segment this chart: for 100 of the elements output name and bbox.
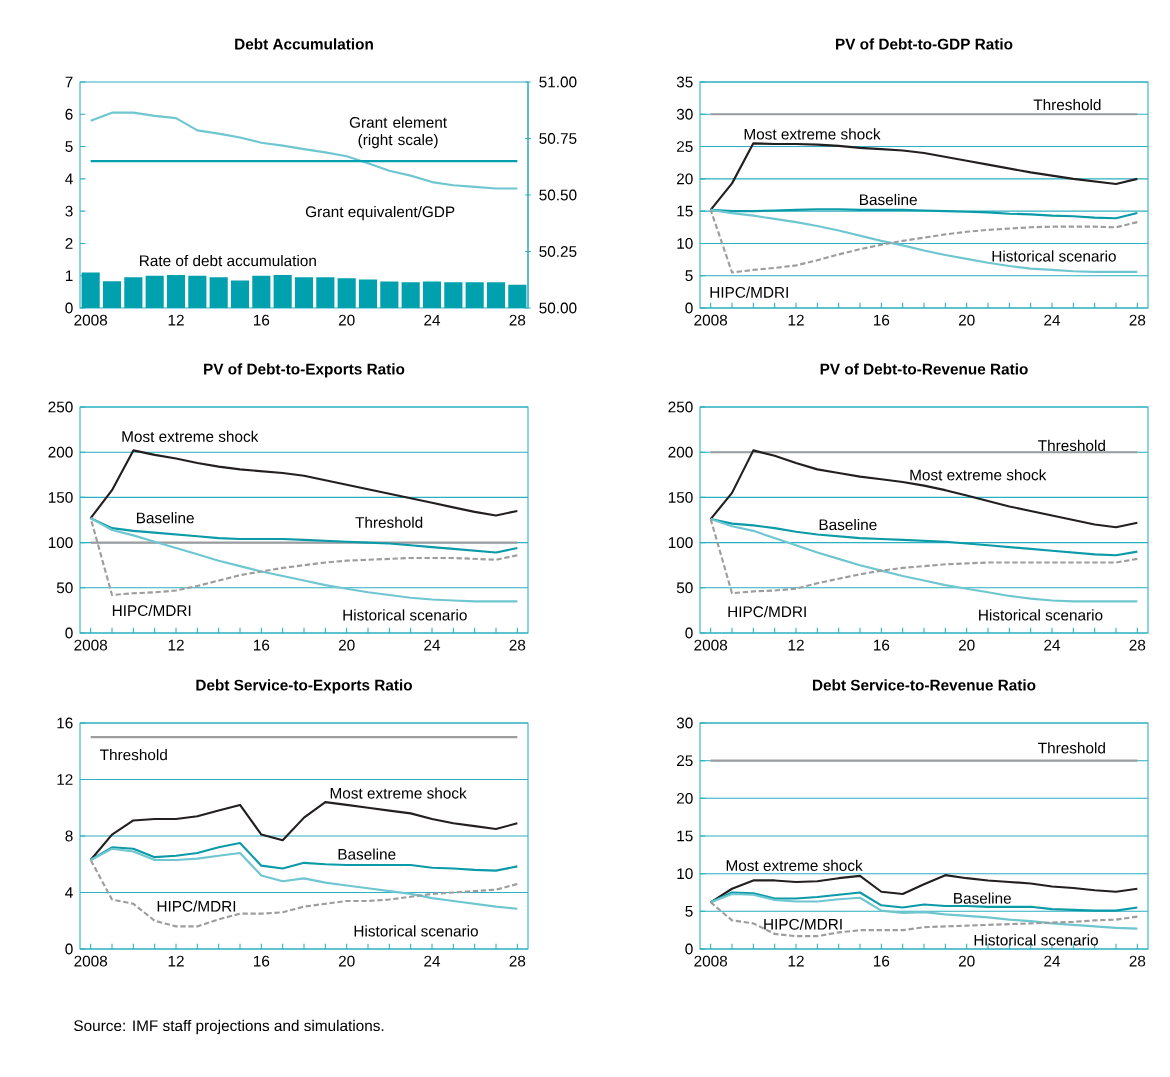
series-label: Grant equivalent/GDP xyxy=(305,205,455,221)
x-tick-label: 16 xyxy=(873,639,890,651)
bar xyxy=(294,277,314,308)
x-tick-label: 20 xyxy=(338,314,355,326)
series-label: Baseline xyxy=(136,512,194,524)
bar xyxy=(230,280,250,308)
bar xyxy=(209,277,228,308)
x-tick-label: 12 xyxy=(168,639,184,651)
x-tick-label: 16 xyxy=(253,314,270,326)
y2-tick-label: 50.25 xyxy=(539,246,577,257)
y-tick-label: 0 xyxy=(685,627,693,639)
x-tick-label: 28 xyxy=(1129,314,1146,326)
ref-line-label: Threshold xyxy=(1033,98,1101,111)
series-label: Historical scenario xyxy=(992,250,1116,262)
y2-tick-label: 50.00 xyxy=(539,302,577,314)
y-tick-label: 10 xyxy=(677,238,693,249)
x-tick-label: 2008 xyxy=(694,639,728,651)
y2-tick-label: 51.00 xyxy=(539,76,577,88)
bar xyxy=(145,275,164,308)
x-tick-label: 2008 xyxy=(694,955,728,967)
bar xyxy=(422,281,442,308)
chart-title: PV of Debt-to-Exports Ratio xyxy=(204,363,405,378)
y-tick-label: 150 xyxy=(48,491,73,503)
y-tick-label: 10 xyxy=(677,868,693,880)
series-label: Baseline xyxy=(860,193,917,206)
y-tick-label: 25 xyxy=(677,755,693,767)
y-tick-label: 3 xyxy=(65,205,73,217)
bar xyxy=(316,277,335,308)
series-label: HIPC/MDRI xyxy=(112,604,191,617)
series-label: Historical scenario xyxy=(343,609,467,621)
y-tick-label: 15 xyxy=(677,830,693,842)
x-tick-label: 12 xyxy=(168,955,184,967)
x-tick-label: 20 xyxy=(958,314,975,326)
y-tick-label: 1 xyxy=(65,270,73,281)
series-label: HIPC/MDRI xyxy=(764,918,842,930)
x-tick-label: 12 xyxy=(788,639,804,651)
ref-line-label: Threshold xyxy=(100,749,167,761)
bar xyxy=(337,278,356,308)
y-tick-label: 5 xyxy=(685,270,693,282)
series-label: Rate of debt accumulation xyxy=(140,254,316,267)
y-tick-label: 50 xyxy=(676,582,693,594)
y-tick-label: 4 xyxy=(65,173,73,185)
y-tick-label: 20 xyxy=(677,792,693,804)
x-tick-label: 28 xyxy=(509,955,526,967)
x-tick-label: 24 xyxy=(1044,955,1061,967)
series-label: Most extreme shock xyxy=(726,859,863,871)
y-tick-label: 100 xyxy=(48,537,73,549)
x-tick-label: 20 xyxy=(958,639,975,651)
x-tick-label: 24 xyxy=(1044,639,1061,651)
line-series xyxy=(709,874,1139,904)
y-tick-label: 30 xyxy=(676,108,693,120)
x-tick-label: 16 xyxy=(873,955,890,967)
bar xyxy=(508,284,527,308)
y-tick-label: 16 xyxy=(57,717,73,729)
y2-tick-label: 50.50 xyxy=(539,189,577,201)
x-tick-label: 12 xyxy=(788,955,804,967)
ref-line-label: Threshold xyxy=(355,516,423,528)
y-tick-label: 150 xyxy=(668,491,693,503)
y-tick-label: 6 xyxy=(65,108,73,120)
bar xyxy=(486,282,506,308)
y-tick-label: 0 xyxy=(65,943,73,955)
bar xyxy=(124,277,143,308)
series-label: Historical scenario xyxy=(974,934,1098,946)
bar xyxy=(166,275,186,308)
line-series xyxy=(89,111,519,190)
chart-title: Debt Service-to-Exports Ratio xyxy=(196,679,413,694)
x-tick-label: 20 xyxy=(338,955,355,967)
bar xyxy=(401,282,420,308)
bar xyxy=(358,279,378,308)
x-tick-label: 12 xyxy=(788,314,804,326)
x-tick-label: 2008 xyxy=(694,314,728,326)
y-tick-label: 0 xyxy=(685,943,693,955)
bar xyxy=(188,275,207,308)
x-tick-label: 20 xyxy=(338,639,355,651)
y-tick-label: 250 xyxy=(48,401,73,413)
y-tick-label: 30 xyxy=(676,717,693,729)
bar xyxy=(380,281,399,308)
bar xyxy=(465,282,484,308)
x-tick-label: 28 xyxy=(1129,955,1146,967)
y-tick-label: 2 xyxy=(65,238,73,249)
bar xyxy=(273,275,292,308)
series-label: Most extreme shock xyxy=(330,787,467,799)
series-label: Baseline xyxy=(819,518,877,531)
bar xyxy=(102,281,122,308)
x-tick-label: 16 xyxy=(253,955,270,967)
y-tick-label: 250 xyxy=(668,401,693,413)
x-tick-label: 2008 xyxy=(74,955,108,967)
x-tick-label: 12 xyxy=(168,314,184,326)
x-tick-label: 28 xyxy=(509,314,526,326)
y-tick-label: 5 xyxy=(65,141,73,152)
line-series xyxy=(709,449,1139,529)
series-label: Grant element (right scale) xyxy=(349,116,447,149)
series-label: Historical scenario xyxy=(354,925,478,937)
x-tick-label: 16 xyxy=(873,314,890,326)
y-tick-label: 15 xyxy=(677,205,693,217)
series-label: HIPC/MDRI xyxy=(710,286,788,298)
y-tick-label: 4 xyxy=(65,887,73,898)
y-tick-label: 0 xyxy=(685,302,693,314)
y-tick-label: 0 xyxy=(65,627,73,639)
x-tick-label: 2008 xyxy=(74,314,108,326)
